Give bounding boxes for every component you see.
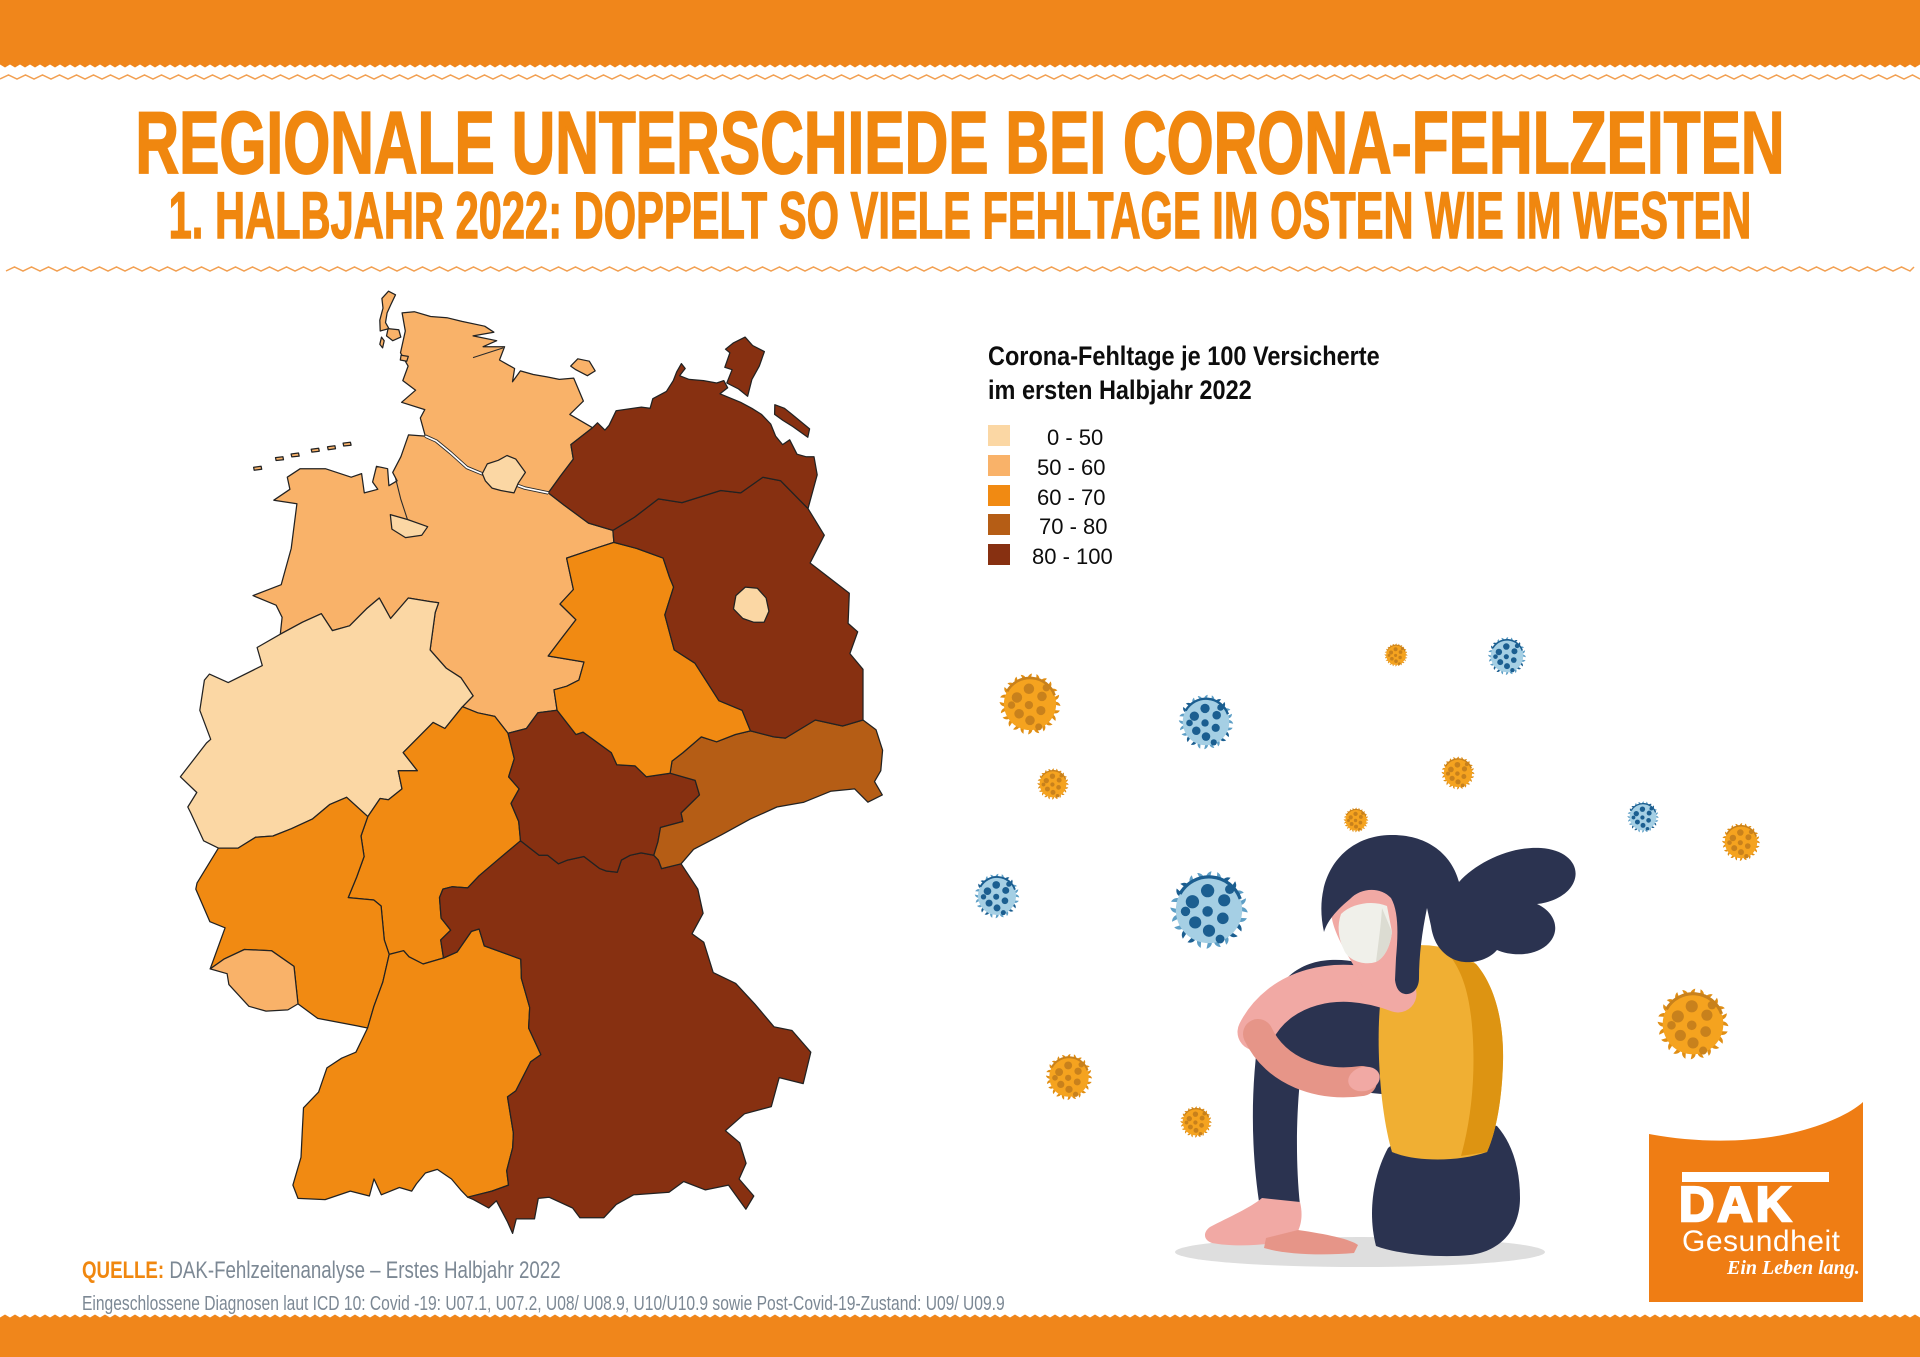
svg-text:DAK: DAK [1679,1178,1794,1232]
svg-text:Gesundheit: Gesundheit [1682,1225,1841,1258]
svg-text:Ein Leben lang.: Ein Leben lang. [1726,1257,1860,1279]
